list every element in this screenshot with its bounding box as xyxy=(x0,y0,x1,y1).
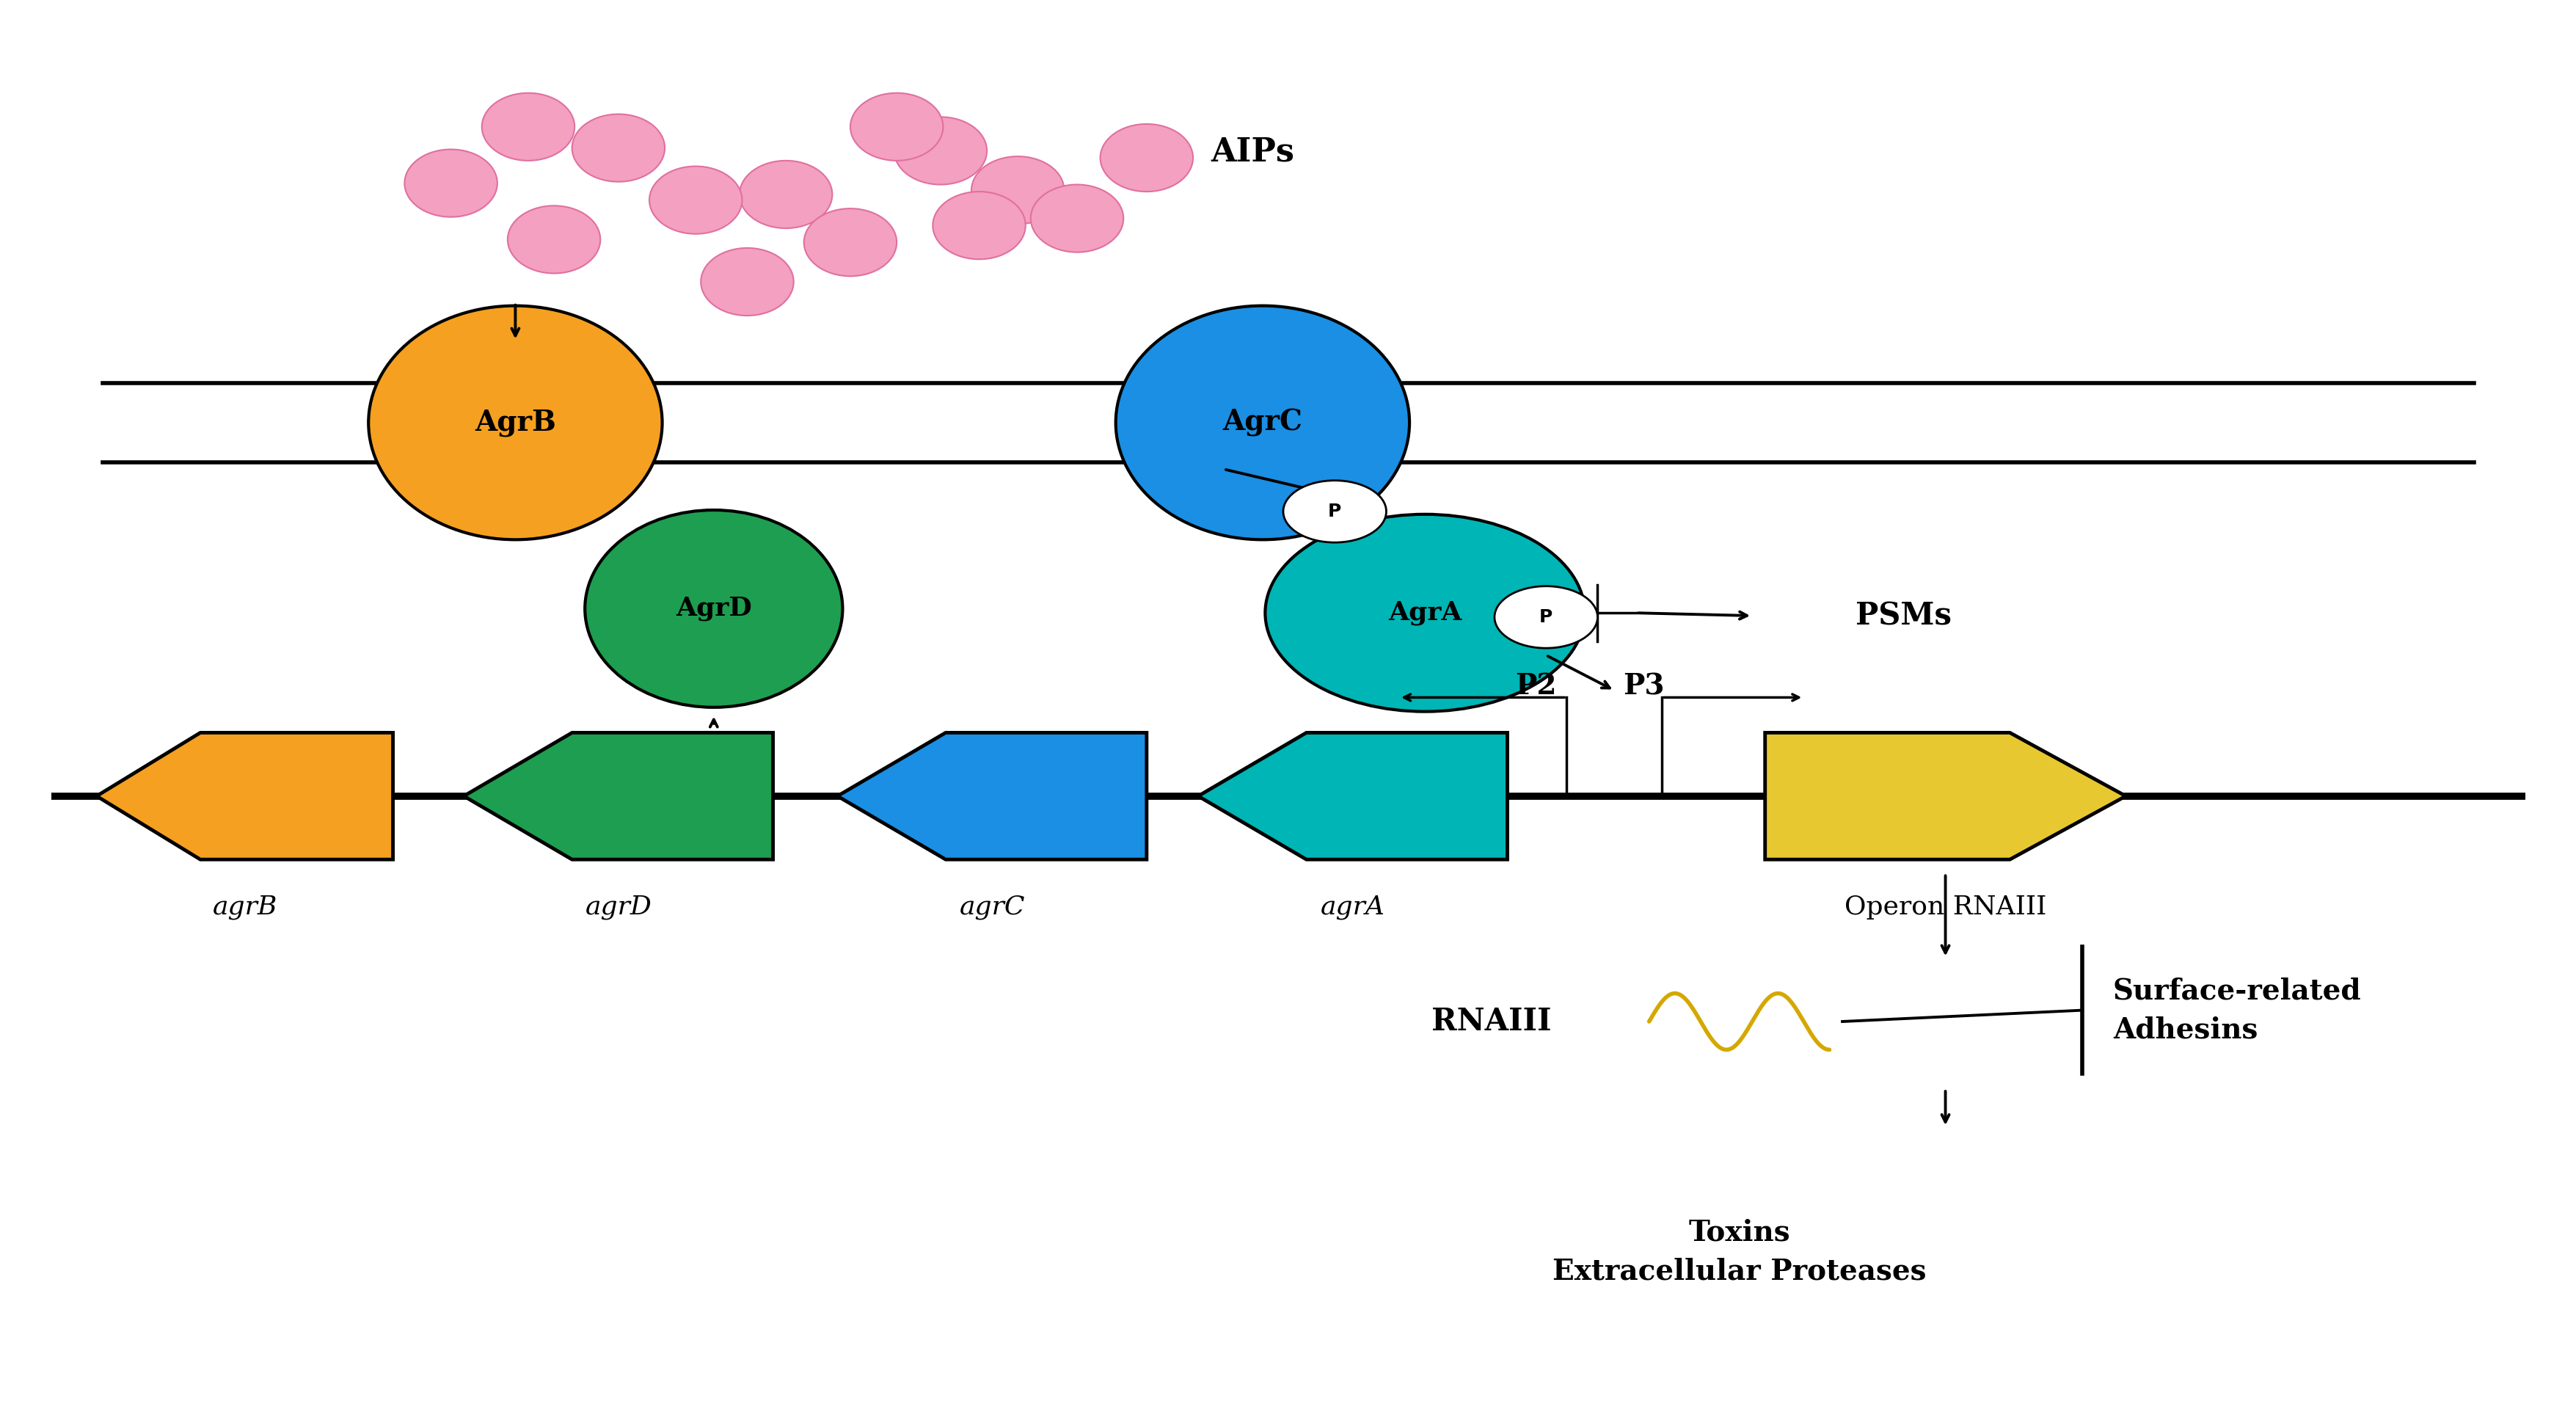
Text: AgrC: AgrC xyxy=(1221,409,1303,437)
Polygon shape xyxy=(98,733,392,859)
Polygon shape xyxy=(1198,733,1507,859)
Polygon shape xyxy=(1765,733,2125,859)
Ellipse shape xyxy=(649,166,742,234)
Text: Operon RNAIII: Operon RNAIII xyxy=(1844,895,2045,920)
Text: AgrA: AgrA xyxy=(1388,600,1461,626)
Ellipse shape xyxy=(1115,306,1409,540)
Ellipse shape xyxy=(1494,586,1597,648)
Text: Surface-related
Adhesins: Surface-related Adhesins xyxy=(2112,976,2360,1044)
Text: AIPs: AIPs xyxy=(1211,137,1293,168)
Ellipse shape xyxy=(739,161,832,228)
Ellipse shape xyxy=(404,149,497,217)
Text: agrD: agrD xyxy=(585,895,652,920)
Text: RNAIII: RNAIII xyxy=(1430,1006,1551,1037)
Ellipse shape xyxy=(572,114,665,182)
Polygon shape xyxy=(464,733,773,859)
Text: agrA: agrA xyxy=(1319,895,1386,920)
Text: Toxins
Extracellular Proteases: Toxins Extracellular Proteases xyxy=(1551,1219,1927,1285)
Text: P3: P3 xyxy=(1623,672,1664,700)
Ellipse shape xyxy=(1265,514,1584,712)
Text: AgrD: AgrD xyxy=(675,596,752,621)
Ellipse shape xyxy=(850,93,943,161)
Ellipse shape xyxy=(1283,480,1386,542)
Text: agrC: agrC xyxy=(958,895,1025,920)
Polygon shape xyxy=(837,733,1146,859)
Text: P2: P2 xyxy=(1515,672,1556,700)
Ellipse shape xyxy=(585,510,842,707)
Ellipse shape xyxy=(933,192,1025,259)
Ellipse shape xyxy=(804,209,896,276)
Text: PSMs: PSMs xyxy=(1855,600,1950,631)
Text: P: P xyxy=(1327,503,1342,520)
Ellipse shape xyxy=(1100,124,1193,192)
Ellipse shape xyxy=(507,206,600,273)
Text: agrB: agrB xyxy=(211,895,278,920)
Ellipse shape xyxy=(482,93,574,161)
Ellipse shape xyxy=(1030,185,1123,252)
Ellipse shape xyxy=(894,117,987,185)
Ellipse shape xyxy=(701,248,793,316)
Ellipse shape xyxy=(971,156,1064,224)
Ellipse shape xyxy=(368,306,662,540)
Text: P: P xyxy=(1538,609,1553,626)
Text: AgrB: AgrB xyxy=(474,409,556,437)
